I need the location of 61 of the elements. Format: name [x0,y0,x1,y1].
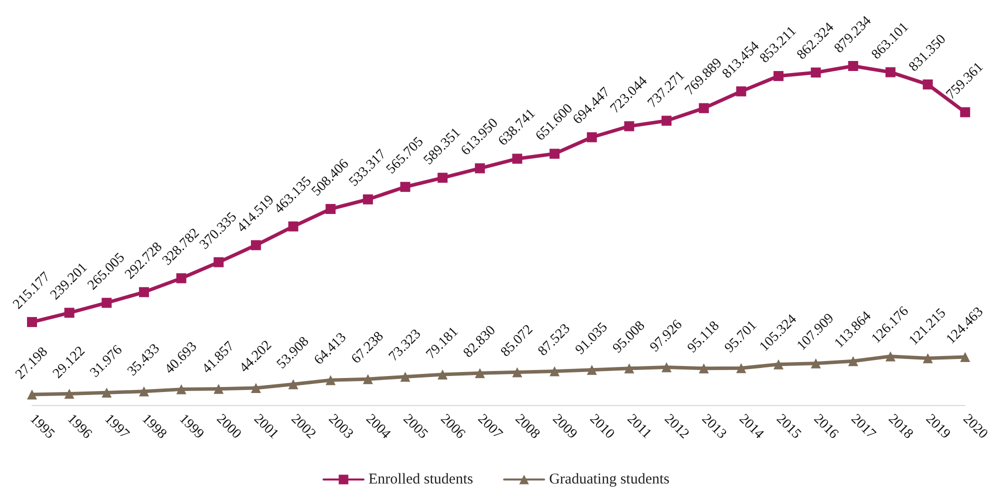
point [736,86,746,96]
point [214,384,224,394]
point [288,221,298,232]
point [698,103,709,114]
point [138,287,149,298]
point [550,148,560,159]
x-tick-label: 1996 [64,412,94,442]
point [736,363,746,374]
point [960,352,970,362]
point [214,257,224,268]
point [326,375,336,386]
point [250,382,261,393]
point [662,116,672,126]
point [474,163,485,174]
point [176,273,186,284]
point [438,172,448,183]
point [400,372,410,382]
x-tick-label: 1997 [101,412,132,442]
point [27,317,37,328]
point [810,68,821,78]
point [624,121,634,132]
point [64,308,74,318]
point [400,182,410,192]
x-tick-label: 1999 [176,412,206,442]
point [848,61,858,71]
point [960,107,970,118]
point [624,363,634,374]
point [512,367,522,378]
point [362,374,373,384]
point [438,369,448,380]
point [550,366,560,376]
point [250,240,261,250]
legend-label: Enrolled students [368,472,474,488]
point [512,154,522,164]
point [27,390,37,400]
point [138,386,149,396]
point [885,67,896,78]
point [774,71,784,82]
point [102,298,112,308]
point [922,79,933,90]
point [586,132,597,142]
point [662,362,672,372]
x-tick-label: 2017 [848,412,878,442]
point [474,368,485,378]
point [774,359,784,370]
point [64,388,74,399]
point [288,379,298,390]
point [362,194,373,204]
point [810,358,821,368]
point [586,364,597,375]
x-tick-label: 1998 [138,412,170,442]
point [698,363,709,374]
legend-label: Graduating students [549,472,670,488]
point [885,351,896,362]
point [102,388,112,398]
point [326,204,336,214]
point [176,384,186,394]
x-tick-label: 2007 [474,412,505,442]
point [848,356,858,366]
x-tick-label: 1995 [26,412,58,442]
point [922,353,933,364]
